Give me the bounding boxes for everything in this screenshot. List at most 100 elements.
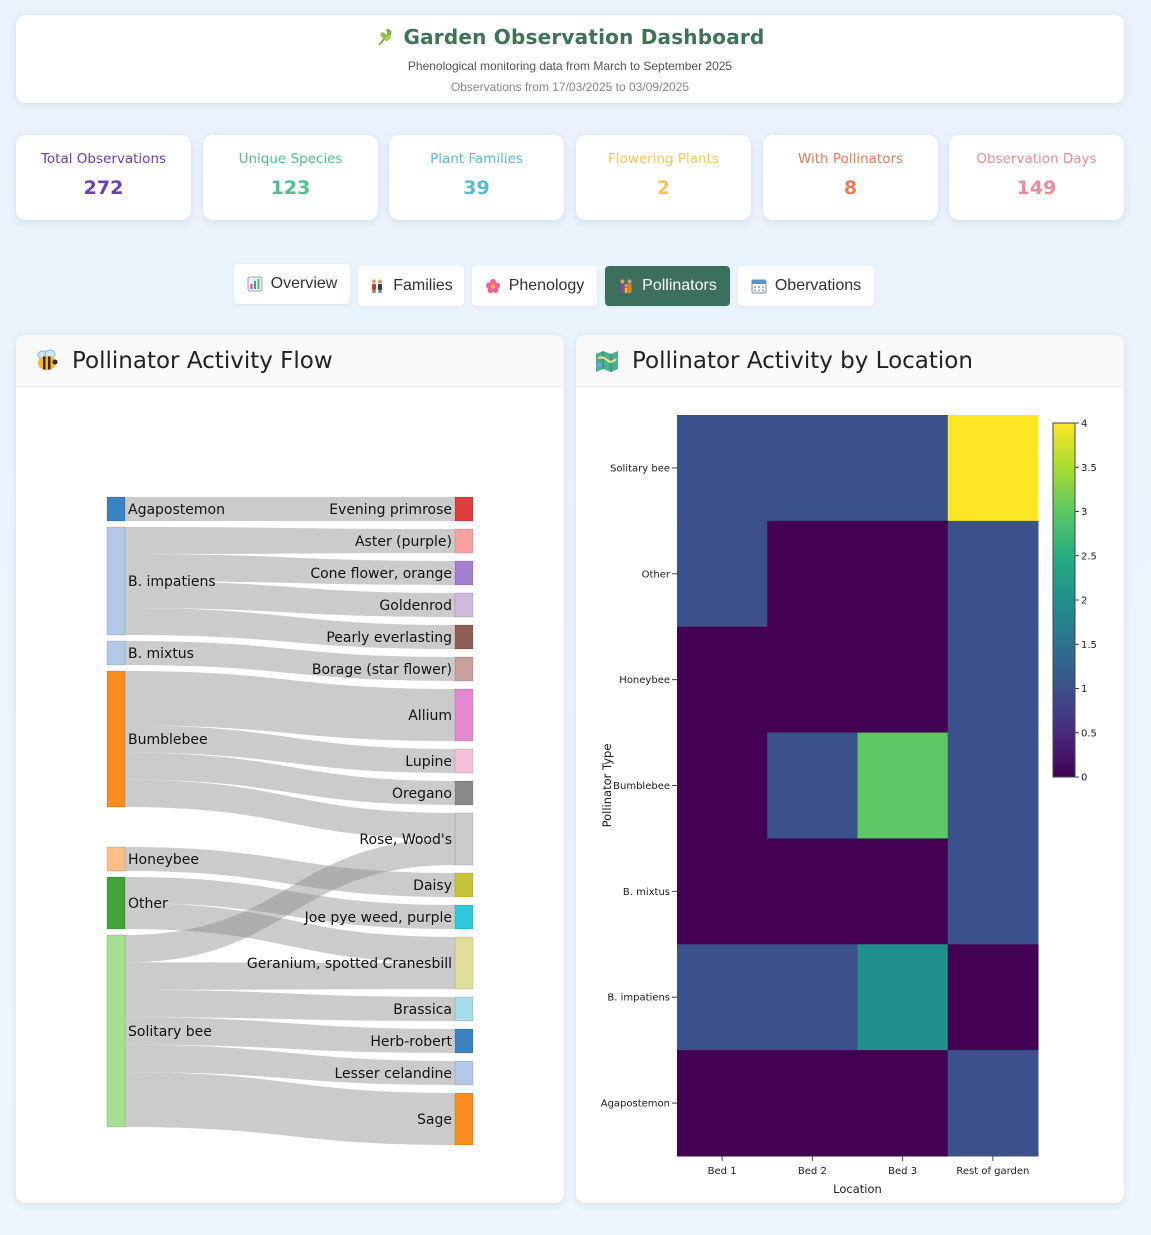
x-tick-label: Rest of garden [956, 1166, 1029, 1177]
stat-card-flowering-plants: Flowering Plants 2 [576, 135, 751, 220]
y-tick-label: B. mixtus [623, 887, 670, 898]
sankey-node-label: Aster (purple) [355, 534, 452, 550]
stat-card-unique-species: Unique Species 123 [203, 135, 378, 220]
sankey-node-bumblebee [106, 670, 126, 808]
stat-value: 8 [843, 177, 858, 199]
sankey-node-borage-star-flower [454, 656, 474, 682]
tab-pollinators[interactable]: Pollinators [605, 266, 730, 306]
tab-label: Phenology [508, 277, 585, 294]
stat-label: Total Observations [40, 151, 167, 167]
heatmap-cell-agapostemon-bed-1 [677, 1050, 768, 1157]
stat-label: With Pollinators [797, 151, 904, 167]
tab-label: Overview [270, 275, 338, 292]
map-icon [596, 350, 618, 372]
heatmap-cell-solitary-bee-bed-2 [767, 415, 858, 522]
heatmap-cell-honeybee-rest-of-garden [947, 626, 1039, 734]
heatmap-cell-b-mixtus-bed-3 [857, 838, 949, 945]
tab-families[interactable]: Families [358, 266, 464, 306]
sankey-node-geranium-spotted-cranesbill [454, 936, 474, 990]
heatmap-cell-solitary-bee-bed-1 [677, 415, 768, 522]
dashboard-header: Garden Observation Dashboard Phenologica… [16, 15, 1124, 103]
x-tick-label: Bed 2 [798, 1166, 827, 1177]
pollinator-flow-panel: Pollinator Activity Flow Agapostemon B. i… [16, 335, 564, 1203]
heatmap-cell-honeybee-bed-3 [857, 626, 949, 734]
sankey-node-label: Solitary bee [128, 1024, 212, 1040]
heatmap-cell-bumblebee-bed-3 [857, 732, 949, 839]
tab-label: Obervations [774, 277, 862, 294]
sankey-node-label: Allium [408, 708, 452, 724]
panel-header: Pollinator Activity by Location [576, 335, 1124, 387]
sankey-node-label: Lesser celandine [335, 1066, 453, 1082]
colorbar-tick-label: 1 [1081, 684, 1087, 695]
sankey-link-bumblebee-to-lupine [125, 725, 455, 773]
heatmap-cell-solitary-bee-rest-of-garden [947, 415, 1039, 522]
y-tick-label: Agapostemon [601, 1099, 670, 1110]
herb-icon [377, 28, 392, 46]
sankey-node-pearly-everlasting [454, 624, 474, 650]
sankey-link-other-to-geranium-spotted-cranesbill [125, 903, 455, 963]
sankey-links [125, 497, 455, 1145]
sankey-node-label: Pearly everlasting [326, 630, 452, 646]
sankey-node-b-impatiens [106, 526, 126, 636]
sankey-node-label: Rose, Wood's [359, 832, 452, 848]
sankey-node-label: Lupine [405, 754, 452, 770]
date-range: Observations from 17/03/2025 to 03/09/20… [450, 80, 690, 94]
y-tick-label: Solitary bee [610, 463, 670, 474]
tab-bar: Overview Families Phenology Pollinators … [0, 264, 1151, 308]
calendar-icon [751, 279, 767, 294]
sankey-link-b-impatiens-to-pearly-everlasting [125, 608, 455, 649]
heatmap-cell-agapostemon-bed-3 [857, 1050, 949, 1157]
sankey-node-other [106, 876, 126, 930]
stat-card-observation-days: Observation Days 149 [949, 135, 1124, 220]
heatmap-cell-honeybee-bed-2 [767, 626, 858, 734]
sankey-node-b-mixtus [106, 640, 126, 666]
x-tick-label: Bed 1 [708, 1166, 737, 1177]
family-icon [620, 279, 632, 293]
sankey-node-label: Joe pye weed, purple [304, 910, 452, 926]
x-tick-label: Bed 3 [888, 1166, 917, 1177]
sankey-node-label: Geranium, spotted Cranesbill [247, 956, 452, 972]
sankey-node-label: Other [128, 896, 168, 912]
bar-chart-icon [247, 276, 263, 292]
heatmap-cell-agapostemon-rest-of-garden [947, 1050, 1039, 1157]
sankey-node-rose-wood-s [454, 812, 474, 866]
sankey-link-b-impatiens-to-cone-flower-orange [125, 554, 455, 585]
sankey-node-daisy [454, 872, 474, 898]
sankey-node-evening-primrose [454, 496, 474, 522]
sankey-link-solitary-bee-to-rose-wood-s [125, 839, 455, 963]
stat-value: 2 [656, 177, 671, 199]
y-tick-label: B. impatiens [607, 993, 670, 1004]
colorbar-tick-label: 1.5 [1081, 640, 1097, 651]
heatmap-cell-other-bed-3 [857, 520, 949, 628]
heatmap-cell-b-impatiens-bed-1 [677, 944, 768, 1051]
sankey-link-b-mixtus-to-borage-star-flower [125, 641, 455, 681]
colorbar-gradient [1052, 422, 1076, 778]
sankey-node-herb-robert [454, 1028, 474, 1054]
tab-observations[interactable]: Obervations [738, 266, 874, 306]
sankey-link-solitary-bee-to-herb-robert [125, 1017, 455, 1053]
sankey-node-label: B. impatiens [128, 574, 216, 590]
heatmap-cell-b-impatiens-bed-2 [767, 944, 858, 1051]
colorbar-tick-label: 2.5 [1081, 551, 1097, 562]
sankey-node-label: Sage [417, 1112, 452, 1128]
stat-card-with-pollinators: With Pollinators 8 [763, 135, 938, 220]
tab-overview[interactable]: Overview [234, 264, 350, 304]
y-axis-title: Pollinator Type [600, 744, 614, 828]
heatmap-cells [677, 415, 1039, 1157]
tab-label: Pollinators [642, 277, 717, 294]
page-title: Garden Observation Dashboard [16, 25, 1124, 49]
sankey-link-solitary-bee-to-brassica [125, 989, 455, 1021]
pollinator-location-panel: Pollinator Activity by Location Solitary… [576, 335, 1124, 1203]
colorbar-tick-label: 4 [1081, 419, 1087, 430]
sankey-node-brassica [454, 996, 474, 1022]
heatmap-cell-solitary-bee-bed-3 [857, 415, 949, 522]
stat-card-total-observations: Total Observations 272 [16, 135, 191, 220]
heatmap-cell-bumblebee-rest-of-garden [947, 732, 1039, 839]
tab-label: Families [393, 277, 453, 294]
sankey-chart: Agapostemon B. impatiens B. mixtus Bumblebe… [106, 496, 474, 1146]
y-axis: Solitary bee Other Honeybee Bumblebee B. mix… [601, 463, 677, 1110]
x-axis-title: Location [833, 1182, 882, 1196]
panel-title: Pollinator Activity Flow [72, 347, 333, 374]
tab-phenology[interactable]: Phenology [472, 266, 597, 306]
sankey-node-label: Bumblebee [128, 732, 208, 748]
